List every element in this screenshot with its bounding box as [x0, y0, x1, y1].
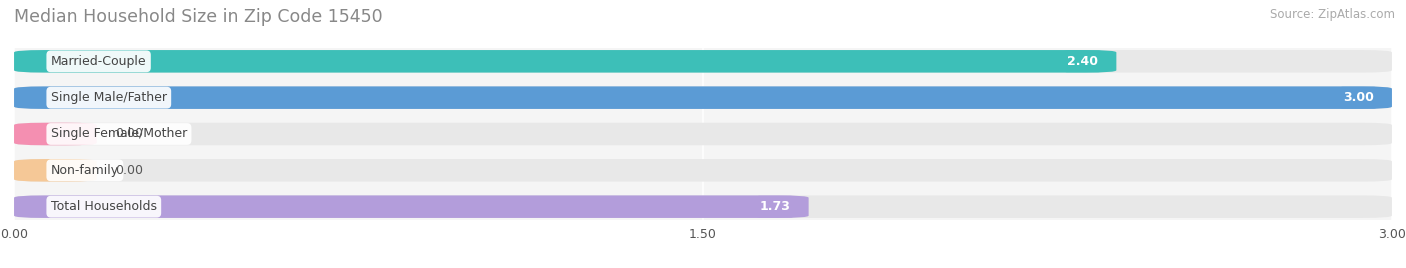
FancyBboxPatch shape — [14, 86, 1392, 109]
Text: 3.00: 3.00 — [1343, 91, 1374, 104]
FancyBboxPatch shape — [14, 86, 1392, 109]
FancyBboxPatch shape — [14, 123, 1392, 145]
Text: Single Female/Mother: Single Female/Mother — [51, 128, 187, 140]
Text: Married-Couple: Married-Couple — [51, 55, 146, 68]
Text: Total Households: Total Households — [51, 200, 157, 213]
FancyBboxPatch shape — [14, 123, 97, 145]
Text: 2.40: 2.40 — [1067, 55, 1098, 68]
FancyBboxPatch shape — [14, 159, 97, 182]
FancyBboxPatch shape — [14, 159, 1392, 182]
Text: 1.73: 1.73 — [759, 200, 790, 213]
Text: Single Male/Father: Single Male/Father — [51, 91, 167, 104]
FancyBboxPatch shape — [14, 50, 1392, 73]
Text: 0.00: 0.00 — [115, 164, 143, 177]
Text: Median Household Size in Zip Code 15450: Median Household Size in Zip Code 15450 — [14, 8, 382, 26]
FancyBboxPatch shape — [14, 195, 808, 218]
Text: 0.00: 0.00 — [115, 128, 143, 140]
Text: Source: ZipAtlas.com: Source: ZipAtlas.com — [1270, 8, 1395, 21]
Text: Non-family: Non-family — [51, 164, 120, 177]
FancyBboxPatch shape — [14, 50, 1116, 73]
FancyBboxPatch shape — [14, 195, 1392, 218]
